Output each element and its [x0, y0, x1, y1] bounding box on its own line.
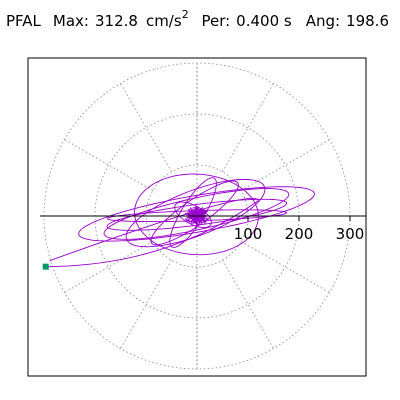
grid-spoke-11	[240, 241, 330, 293]
max-unit-exponent: 2	[181, 8, 189, 21]
chart-header: PFAL Max: 312.8 cm/s2 Per: 0.400 s Ang: 198.6	[6, 8, 394, 34]
peak-markers	[42, 263, 49, 270]
max-value: 312.8	[95, 12, 138, 30]
trace-lobe-8	[125, 178, 266, 248]
peak-marker	[42, 263, 49, 270]
station-code: PFAL	[6, 12, 41, 30]
grid-spoke-1	[240, 139, 330, 191]
trace-lobe-7	[174, 201, 212, 228]
max-unit-base: cm/s	[145, 12, 182, 30]
x-tick-label-1: 100	[234, 225, 263, 243]
grid-spoke-5	[64, 139, 154, 191]
grid-spoke-8	[120, 259, 172, 349]
grid-spoke-10	[222, 259, 274, 349]
x-tick-label-2: 200	[285, 225, 314, 243]
angle-label: Ang:	[305, 12, 341, 30]
grid-spoke-7	[64, 241, 154, 293]
trace-lobe-3	[78, 186, 315, 242]
trace-peak-sweep	[45, 197, 259, 268]
trace-lobe-9	[106, 209, 288, 223]
period-label: Per:	[201, 12, 231, 30]
max-unit: cm/s2	[145, 8, 189, 30]
trace-core	[184, 205, 209, 226]
trace-lobe-6	[169, 177, 217, 248]
trace-lobe-4	[134, 173, 259, 256]
x-tick-label-3: 300	[336, 225, 365, 243]
period-value: 0.400 s	[236, 12, 292, 30]
radial-axis: 100 200 300	[40, 215, 366, 243]
max-label: Max:	[52, 12, 89, 30]
grid-spoke-2	[222, 83, 274, 173]
grid-spoke-4	[120, 83, 172, 173]
angle-value: 198.6	[346, 12, 389, 30]
